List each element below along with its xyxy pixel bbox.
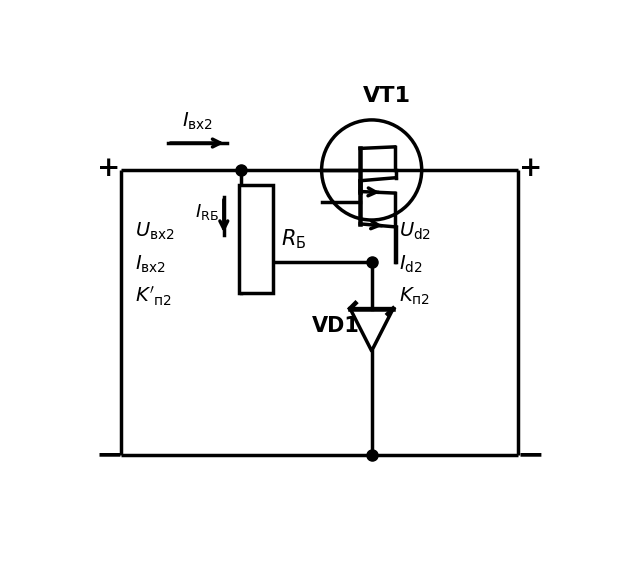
Text: VT1: VT1 bbox=[363, 86, 411, 106]
Text: VD1: VD1 bbox=[312, 316, 360, 336]
Text: $I_{\rm d2}$: $I_{\rm d2}$ bbox=[399, 253, 422, 275]
Text: +: + bbox=[518, 155, 542, 182]
Text: $I_{\rm RБ}$: $I_{\rm RБ}$ bbox=[195, 202, 219, 222]
Text: $K'_{\rm п2}$: $K'_{\rm п2}$ bbox=[135, 285, 172, 308]
Bar bbox=[239, 185, 273, 293]
Text: $U_{\rm d2}$: $U_{\rm d2}$ bbox=[399, 221, 431, 242]
Text: $K_{\rm п2}$: $K_{\rm п2}$ bbox=[399, 285, 430, 307]
Text: $I_{\rm вх2}$: $I_{\rm вх2}$ bbox=[135, 253, 166, 275]
Text: $I_{\rm вх2}$: $I_{\rm вх2}$ bbox=[182, 111, 213, 132]
Text: +: + bbox=[97, 155, 121, 182]
Text: −: − bbox=[95, 439, 123, 471]
Text: $U_{\rm вх2}$: $U_{\rm вх2}$ bbox=[135, 221, 175, 242]
Text: −: − bbox=[516, 439, 544, 471]
Text: $R_{\rm Б}$: $R_{\rm Б}$ bbox=[281, 227, 306, 251]
